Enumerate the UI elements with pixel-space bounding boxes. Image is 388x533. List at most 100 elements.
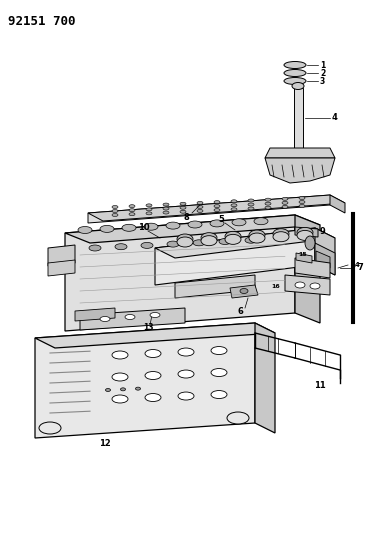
Ellipse shape: [39, 422, 61, 434]
Text: 11: 11: [314, 381, 326, 390]
Ellipse shape: [89, 245, 101, 251]
Ellipse shape: [282, 201, 288, 204]
Ellipse shape: [273, 229, 289, 239]
Ellipse shape: [295, 282, 305, 288]
Polygon shape: [155, 228, 335, 258]
Ellipse shape: [100, 317, 110, 321]
Ellipse shape: [248, 203, 254, 206]
Ellipse shape: [249, 233, 265, 243]
Ellipse shape: [282, 197, 288, 200]
Polygon shape: [88, 195, 345, 221]
Text: 15: 15: [298, 253, 307, 257]
Ellipse shape: [180, 202, 186, 205]
Polygon shape: [88, 195, 330, 223]
Ellipse shape: [305, 236, 315, 250]
Polygon shape: [295, 258, 330, 278]
Ellipse shape: [145, 393, 161, 401]
Ellipse shape: [219, 238, 231, 245]
Ellipse shape: [297, 228, 313, 237]
Polygon shape: [315, 243, 335, 275]
Ellipse shape: [112, 209, 118, 213]
Polygon shape: [35, 323, 275, 348]
Ellipse shape: [188, 221, 202, 228]
Ellipse shape: [245, 237, 257, 243]
Ellipse shape: [106, 389, 111, 392]
Text: 8: 8: [183, 213, 189, 222]
Ellipse shape: [78, 227, 92, 233]
Ellipse shape: [265, 198, 271, 201]
Ellipse shape: [197, 201, 203, 205]
Ellipse shape: [211, 368, 227, 376]
Ellipse shape: [227, 412, 249, 424]
Polygon shape: [48, 245, 75, 266]
Polygon shape: [315, 228, 335, 275]
Ellipse shape: [197, 209, 203, 213]
Ellipse shape: [284, 77, 306, 85]
Ellipse shape: [299, 197, 305, 199]
Polygon shape: [330, 195, 345, 213]
Text: 7: 7: [358, 263, 364, 272]
Polygon shape: [255, 323, 275, 433]
Ellipse shape: [231, 204, 237, 207]
Ellipse shape: [211, 346, 227, 354]
Ellipse shape: [129, 209, 135, 212]
Ellipse shape: [112, 351, 128, 359]
Polygon shape: [316, 251, 330, 268]
Text: 9: 9: [320, 228, 326, 237]
Ellipse shape: [211, 391, 227, 399]
Ellipse shape: [144, 223, 158, 230]
Ellipse shape: [180, 210, 186, 213]
Ellipse shape: [201, 233, 217, 243]
Polygon shape: [65, 215, 295, 331]
Ellipse shape: [248, 199, 254, 202]
Ellipse shape: [112, 373, 128, 381]
Ellipse shape: [248, 207, 254, 210]
Ellipse shape: [214, 208, 220, 212]
Ellipse shape: [300, 229, 312, 235]
Polygon shape: [296, 253, 312, 263]
Ellipse shape: [112, 214, 118, 216]
Ellipse shape: [163, 207, 169, 210]
Polygon shape: [48, 260, 75, 276]
Text: 5: 5: [218, 215, 224, 224]
Ellipse shape: [240, 288, 248, 294]
Ellipse shape: [225, 235, 241, 244]
Ellipse shape: [231, 200, 237, 203]
Ellipse shape: [180, 206, 186, 209]
Polygon shape: [230, 285, 258, 298]
Text: 3: 3: [320, 77, 325, 85]
Ellipse shape: [178, 392, 194, 400]
Ellipse shape: [125, 314, 135, 319]
Text: 13: 13: [143, 324, 153, 333]
Ellipse shape: [214, 200, 220, 204]
Ellipse shape: [265, 202, 271, 205]
Ellipse shape: [310, 283, 320, 289]
Text: 6: 6: [237, 306, 243, 316]
Text: 10: 10: [138, 222, 150, 231]
Ellipse shape: [299, 200, 305, 204]
Ellipse shape: [112, 395, 128, 403]
Ellipse shape: [146, 212, 152, 215]
Ellipse shape: [163, 203, 169, 206]
Polygon shape: [65, 215, 320, 243]
Ellipse shape: [178, 370, 194, 378]
Ellipse shape: [177, 237, 193, 247]
Text: 1: 1: [320, 61, 325, 69]
Text: 4: 4: [332, 114, 338, 123]
Ellipse shape: [225, 231, 241, 241]
Ellipse shape: [265, 206, 271, 209]
Polygon shape: [265, 158, 335, 183]
Text: 12: 12: [99, 439, 111, 448]
Ellipse shape: [178, 348, 194, 356]
Ellipse shape: [210, 220, 224, 227]
Polygon shape: [294, 88, 303, 148]
Ellipse shape: [214, 205, 220, 208]
Ellipse shape: [232, 219, 246, 226]
Ellipse shape: [249, 230, 265, 240]
Ellipse shape: [135, 387, 140, 390]
Polygon shape: [175, 275, 255, 298]
Ellipse shape: [284, 69, 306, 77]
Ellipse shape: [201, 236, 217, 246]
Ellipse shape: [100, 225, 114, 232]
Ellipse shape: [177, 234, 193, 244]
